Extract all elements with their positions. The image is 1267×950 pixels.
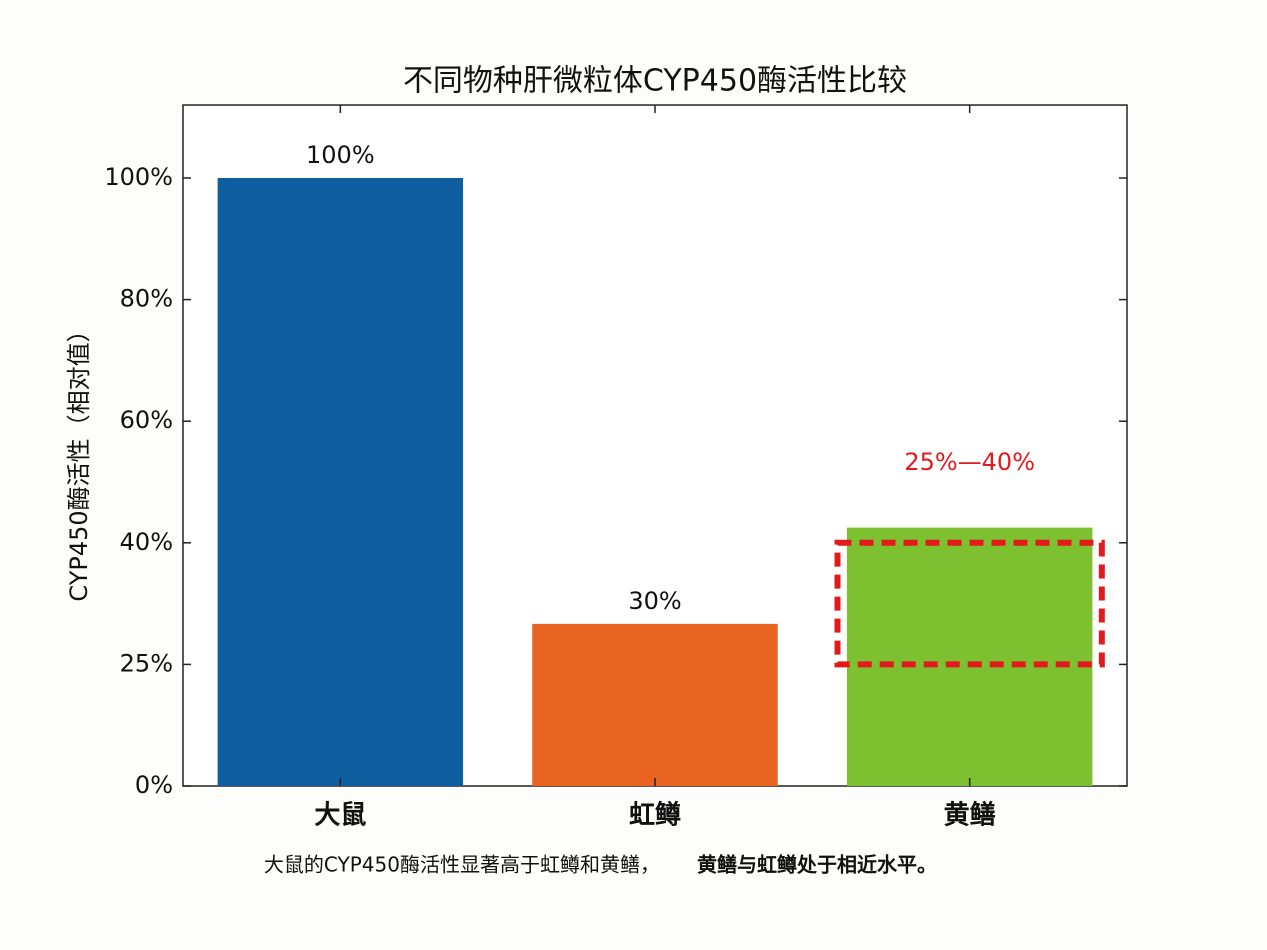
x-tick-label: 黄鳝 (944, 801, 996, 831)
caption: 大鼠的CYP450酶活性显著高于虹鳟和黄鳝， (264, 853, 660, 877)
y-tick-label: 25% (120, 649, 173, 677)
bar (846, 527, 1093, 786)
y-tick-label: 0% (135, 771, 173, 799)
value-label: 30% (628, 587, 681, 615)
chart-title: 不同物种肝微粒体CYP450酶活性比较 (403, 64, 907, 99)
x-tick-label: 大鼠 (314, 801, 366, 831)
y-tick-label: 80% (120, 285, 173, 313)
y-axis-label: CYP450酶活性（相对值） (65, 318, 93, 601)
y-tick-label: 100% (104, 163, 173, 191)
caption: 黄鳝与虹鳟处于相近水平。 (697, 853, 937, 877)
value-label: 100% (306, 141, 375, 169)
bar (217, 178, 464, 786)
annotation-box (834, 539, 1105, 668)
bar (532, 623, 778, 786)
y-tick-label: 60% (120, 406, 173, 434)
x-tick-label: 虹鳟 (629, 800, 681, 831)
y-tick-label: 40% (120, 528, 173, 556)
annotation-text: 25%—40% (904, 448, 1035, 476)
